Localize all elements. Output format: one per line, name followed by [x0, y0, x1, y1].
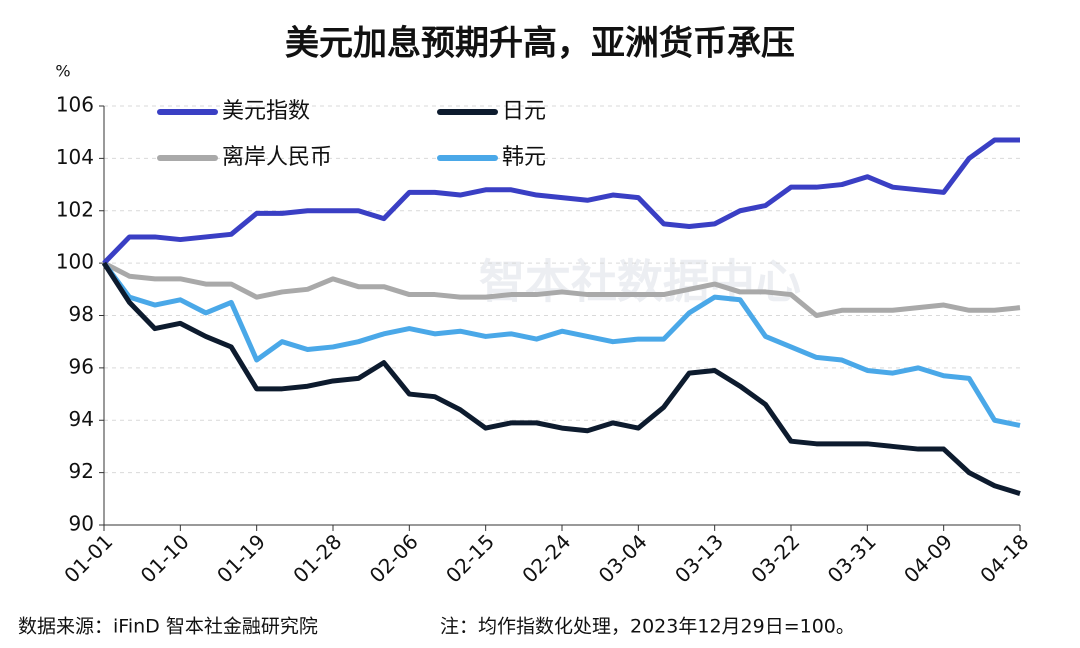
note: 注：均作指数化处理，2023年12月29日=100。 [440, 616, 855, 638]
x-tick-label: 03-31 [823, 529, 881, 587]
y-unit: % [55, 62, 70, 81]
y-tick-label: 92 [69, 459, 94, 483]
x-tick-label: 02-24 [517, 529, 575, 587]
legend-label: 美元指数 [222, 99, 310, 124]
y-tick-label: 96 [69, 354, 94, 378]
legend-label: 韩元 [502, 145, 546, 170]
watermark: 智本社数据中心 [479, 255, 801, 309]
chart-title: 美元加息预期升高，亚洲货币承压 [285, 24, 795, 64]
series-line [101, 261, 1021, 428]
y-tick-label: 104 [56, 145, 94, 169]
x-tick-label: 04-18 [975, 529, 1033, 587]
source: 数据来源：iFinD 智本社金融研究院 [18, 616, 318, 638]
x-tick-label: 03-22 [746, 529, 804, 587]
x-tick-label: 01-10 [136, 529, 194, 587]
y-tick-label: 98 [69, 302, 94, 326]
x-tick-label: 02-15 [441, 529, 499, 587]
y-tick-label: 102 [56, 197, 94, 221]
y-tick-label: 90 [69, 512, 94, 536]
x-tick-label: 02-06 [365, 529, 423, 587]
x-tick-label: 01-19 [212, 529, 270, 587]
x-tick-label: 01-28 [288, 529, 346, 587]
y-tick-label: 94 [69, 407, 94, 431]
y-tick-label: 106 [56, 93, 94, 117]
series-line [102, 137, 1020, 265]
x-tick-label: 04-09 [899, 529, 957, 587]
legend-label: 离岸人民币 [222, 145, 332, 170]
legend-label: 日元 [502, 99, 546, 124]
series-line [102, 260, 1021, 318]
series-line [101, 261, 1021, 496]
x-tick-label: 03-04 [594, 529, 652, 587]
x-tick-label: 01-01 [59, 529, 117, 587]
y-tick-label: 100 [56, 250, 94, 274]
x-tick-label: 03-13 [670, 529, 728, 587]
